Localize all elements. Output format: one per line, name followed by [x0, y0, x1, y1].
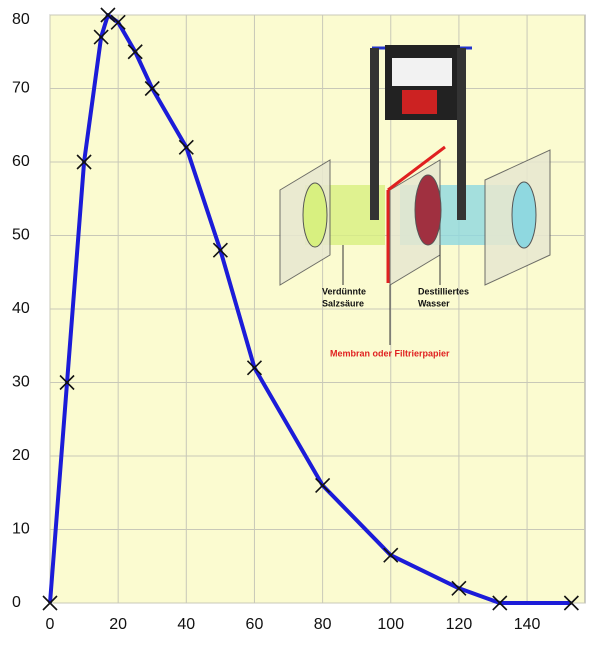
y-tick-label: 40 — [12, 300, 30, 317]
annotation: Membran oder Filtrierpapier — [330, 348, 450, 358]
marker — [315, 477, 331, 493]
opening — [414, 174, 442, 246]
marker — [144, 80, 160, 97]
opening — [511, 181, 537, 249]
y-tick-label: 50 — [12, 227, 30, 244]
x-tick-label: 100 — [377, 616, 404, 633]
marker — [76, 154, 92, 170]
marker — [212, 242, 228, 258]
x-tick-label: 60 — [246, 616, 264, 633]
meter-dial — [392, 58, 452, 86]
x-tick-label: 140 — [514, 616, 541, 633]
x-tick-label: 120 — [446, 616, 473, 633]
x-tick-label: 40 — [177, 616, 195, 633]
electrode — [370, 48, 379, 220]
annotation: Destilliertes — [418, 286, 469, 296]
opening — [302, 182, 328, 248]
y-tick-label: 70 — [12, 80, 30, 97]
membrane-edge — [387, 145, 446, 192]
meter-knob — [402, 90, 437, 114]
x-tick-label: 20 — [109, 616, 127, 633]
marker — [59, 374, 75, 391]
electrode — [457, 48, 466, 220]
marker — [492, 595, 508, 611]
y-tick-label: 30 — [12, 374, 30, 391]
marker — [563, 595, 579, 611]
marker — [110, 14, 126, 30]
y-tick-label: 0 — [12, 594, 21, 611]
illustration: Verdünnte Salzsäure Destilliertes Wasser… — [279, 45, 551, 358]
annotation: Salzsäure — [322, 298, 364, 308]
x-tick-label: 80 — [314, 616, 332, 633]
marker — [127, 44, 143, 60]
y-tick-label: 60 — [12, 153, 30, 170]
marker — [178, 139, 194, 155]
marker — [451, 580, 467, 596]
annotation: Wasser — [418, 298, 450, 308]
marker — [100, 7, 116, 23]
x-tick-label: 0 — [46, 616, 55, 633]
annotation: Verdünnte — [322, 286, 366, 296]
y-tick-label: 80 — [12, 11, 30, 28]
marker — [246, 360, 263, 376]
y-tick-label: 10 — [12, 521, 30, 538]
data-line — [48, 13, 572, 605]
marker — [93, 29, 109, 45]
marker — [42, 595, 58, 611]
y-tick-label: 20 — [12, 447, 30, 464]
marker — [383, 547, 399, 563]
